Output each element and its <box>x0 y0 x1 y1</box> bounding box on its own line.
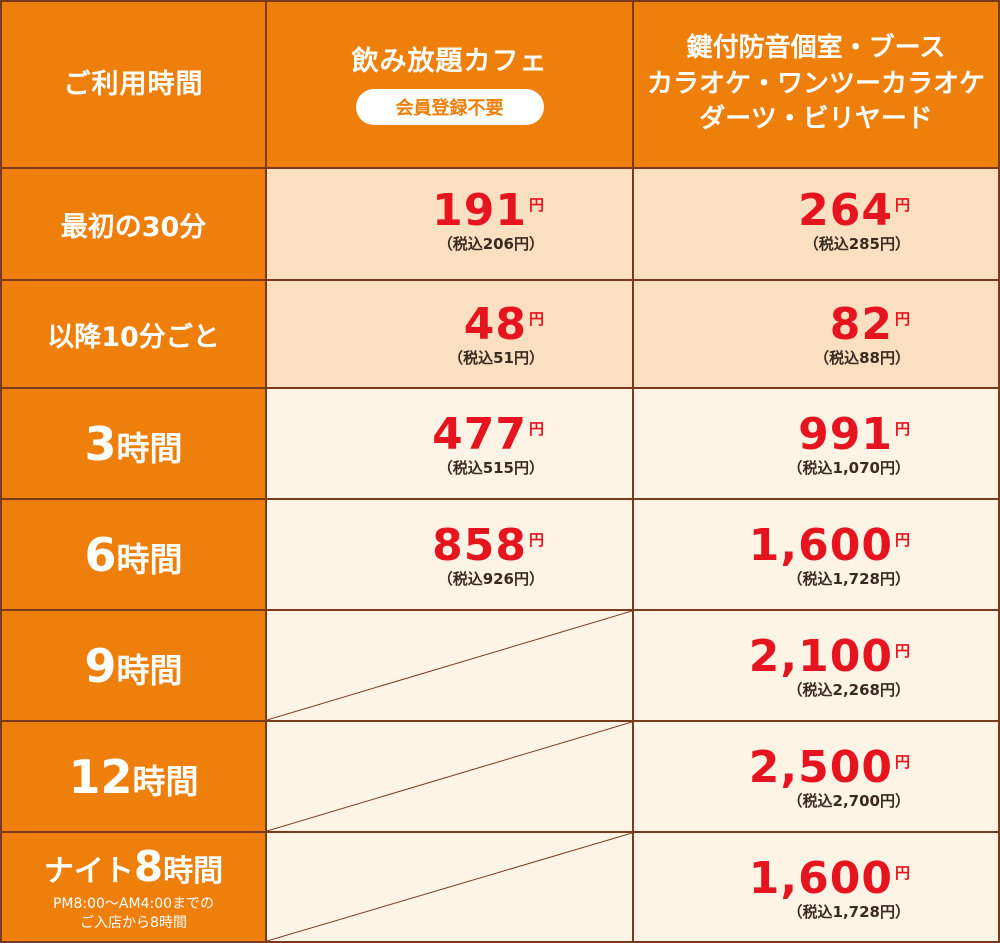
price-amount: 858 <box>432 520 527 571</box>
night-note-line1: PM8:00〜AM4:00までの <box>52 896 215 913</box>
yen-unit: 円 <box>528 196 544 214</box>
room-price-cell: 82 円 （税込88円） <box>632 279 1000 389</box>
yen-unit: 円 <box>894 753 910 771</box>
tax-included-price: （税込1,728円） <box>787 903 910 921</box>
cafe-price-cell: 48 円 （税込51円） <box>265 279 634 389</box>
diagonal-slash <box>267 722 632 831</box>
price-amount: 991 <box>798 409 893 460</box>
row-label-text: 6時間 <box>84 528 182 582</box>
yen-unit: 円 <box>894 642 910 660</box>
hours-suffix: 時間 <box>116 650 183 690</box>
night-note-line2: ご入店から8時間 <box>80 914 187 931</box>
room-price: 2,500 円 （税込2,700円） <box>749 746 910 811</box>
tax-included-price: （税込2,268円） <box>787 681 910 699</box>
cafe-unavailable-cell <box>265 831 634 943</box>
hours-suffix: 時間 <box>163 854 224 890</box>
hours-number: 9 <box>84 638 117 693</box>
header-room-cell: 鍵付防音個室・ブース カラオケ・ワンツーカラオケ ダーツ・ビリヤード <box>632 0 1000 169</box>
row-label-6h: 6時間 <box>0 498 267 611</box>
cafe-price-cell: 191 円 （税込206円） <box>265 167 634 281</box>
room-price-cell: 991 円 （税込1,070円） <box>632 387 1000 500</box>
yen-unit: 円 <box>894 420 910 438</box>
price-amount: 48 <box>463 299 527 350</box>
room-price: 1,600 円 （税込1,728円） <box>749 857 910 922</box>
room-price-cell: 2,100 円 （税込2,268円） <box>632 609 1000 722</box>
cafe-price: 477 円 （税込515円） <box>432 413 544 478</box>
night-prefix: ナイト <box>43 854 134 890</box>
header-room-line3: ダーツ・ビリヤード <box>699 104 933 135</box>
price-amount: 1,600 <box>748 520 893 571</box>
room-price: 991 円 （税込1,070円） <box>788 413 910 478</box>
yen-unit: 円 <box>894 864 910 882</box>
hours-number: 3 <box>84 416 117 471</box>
yen-unit: 円 <box>528 310 544 328</box>
hours-number: 12 <box>68 749 133 804</box>
yen-unit: 円 <box>894 196 910 214</box>
room-price: 82 円 （税込88円） <box>814 303 910 368</box>
row-label-first-30min: 最初の30分 <box>0 167 267 281</box>
price-amount: 2,100 <box>748 631 893 682</box>
row-label-12h: 12時間 <box>0 720 267 833</box>
row-label-text: 以降10分ごと <box>47 321 220 353</box>
cafe-price-cell: 477 円 （税込515円） <box>265 387 634 500</box>
row-label-text: 最初の30分 <box>60 211 207 243</box>
tax-included-price: （税込2,700円） <box>787 792 910 810</box>
price-amount: 2,500 <box>748 742 893 793</box>
tax-included-price: （税込285円） <box>803 235 910 253</box>
row-label-9h: 9時間 <box>0 609 267 722</box>
hours-suffix: 時間 <box>132 761 199 801</box>
yen-unit: 円 <box>894 310 910 328</box>
row-label-text: 9時間 <box>84 639 182 693</box>
hours-number: 8 <box>133 842 164 892</box>
no-registration-badge: 会員登録不要 <box>355 89 544 126</box>
diagonal-slash <box>267 833 632 941</box>
room-price-cell: 1,600 円 （税込1,728円） <box>632 831 1000 943</box>
cafe-price-cell: 858 円 （税込926円） <box>265 498 634 611</box>
yen-unit: 円 <box>528 531 544 549</box>
header-cafe-cell: 飲み放題カフェ 会員登録不要 <box>265 0 634 169</box>
room-price: 1,600 円 （税込1,728円） <box>749 524 910 589</box>
tax-included-price: （税込206円） <box>437 235 544 253</box>
tax-included-price: （税込1,728円） <box>787 570 910 588</box>
tax-included-price: （税込51円） <box>448 349 544 367</box>
cafe-price: 48 円 （税込51円） <box>448 303 544 368</box>
hours-number: 6 <box>84 527 117 582</box>
yen-unit: 円 <box>528 420 544 438</box>
cafe-price: 191 円 （税込206円） <box>432 189 544 254</box>
row-label-per-10min: 以降10分ごと <box>0 279 267 389</box>
room-price: 2,100 円 （税込2,268円） <box>749 635 910 700</box>
tax-included-price: （税込88円） <box>814 349 910 367</box>
price-amount: 82 <box>829 299 893 350</box>
price-amount: 264 <box>798 185 893 236</box>
room-price-cell: 2,500 円 （税込2,700円） <box>632 720 1000 833</box>
row-label-text: 3時間 <box>84 417 182 471</box>
yen-unit: 円 <box>894 531 910 549</box>
header-cafe-title: 飲み放題カフェ <box>351 45 548 77</box>
header-usage-time: ご利用時間 <box>63 68 204 100</box>
cafe-unavailable-cell <box>265 609 634 722</box>
room-price-cell: 264 円 （税込285円） <box>632 167 1000 281</box>
price-amount: 477 <box>432 409 527 460</box>
price-amount: 191 <box>432 185 527 236</box>
header-room-line1: 鍵付防音個室・ブース <box>686 32 946 63</box>
cafe-price: 858 円 （税込926円） <box>432 524 544 589</box>
row-label-text: 12時間 <box>68 750 198 804</box>
header-label-cell: ご利用時間 <box>0 0 267 169</box>
tax-included-price: （税込1,070円） <box>787 459 910 477</box>
row-label-3h: 3時間 <box>0 387 267 500</box>
header-room-line2: カラオケ・ワンツーカラオケ <box>646 68 985 99</box>
tax-included-price: （税込926円） <box>437 570 544 588</box>
price-amount: 1,600 <box>748 853 893 904</box>
room-price-cell: 1,600 円 （税込1,728円） <box>632 498 1000 611</box>
hours-suffix: 時間 <box>116 539 183 579</box>
cafe-unavailable-cell <box>265 720 634 833</box>
row-label-night-8h: ナイト8時間 PM8:00〜AM4:00までの ご入店から8時間 <box>0 831 267 943</box>
room-price: 264 円 （税込285円） <box>798 189 910 254</box>
tax-included-price: （税込515円） <box>437 459 544 477</box>
hours-suffix: 時間 <box>116 428 183 468</box>
row-label-text: ナイト8時間 <box>44 842 223 891</box>
diagonal-slash <box>267 611 632 720</box>
